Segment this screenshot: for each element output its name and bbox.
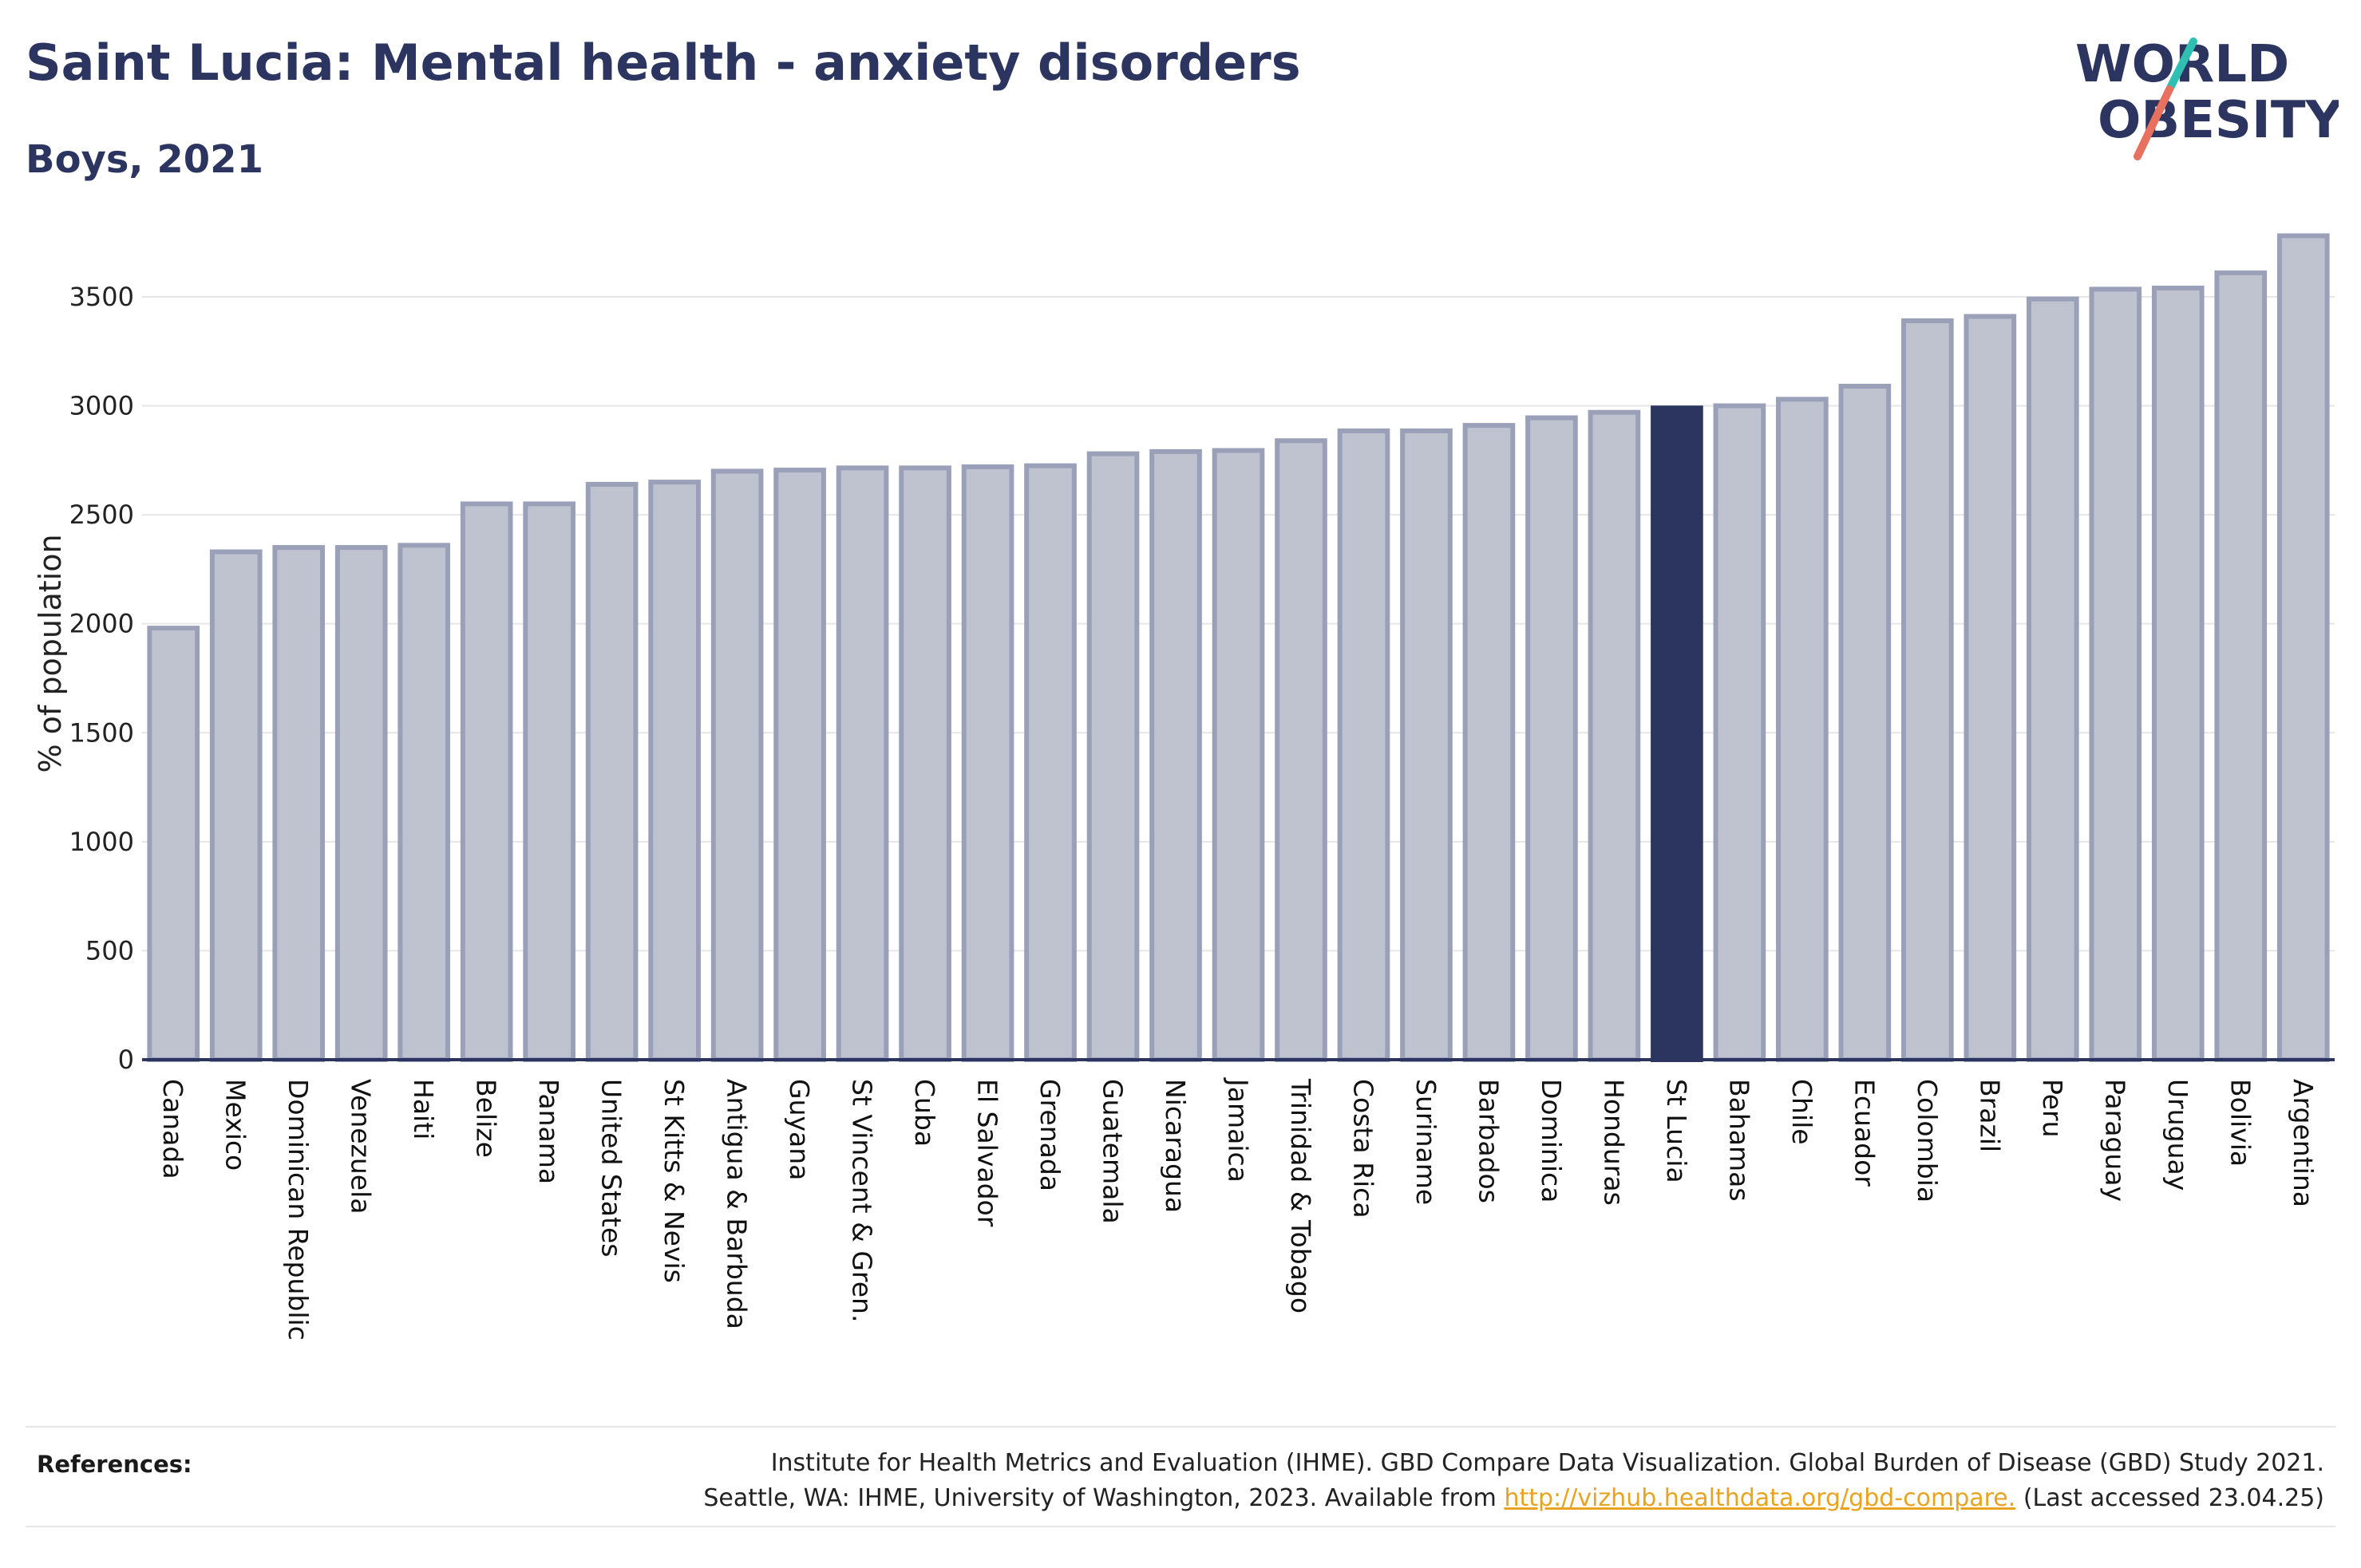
x-tick-label: El Salvador bbox=[972, 1079, 1003, 1227]
x-tick-label: Honduras bbox=[1598, 1079, 1629, 1206]
x-tick-label: Belize bbox=[471, 1079, 502, 1158]
y-tick-label: 1000 bbox=[69, 827, 134, 857]
bar bbox=[1086, 451, 1140, 1062]
x-tick-label: Barbados bbox=[1473, 1079, 1504, 1203]
y-tick-label: 2500 bbox=[69, 500, 134, 530]
bar-highlight bbox=[1651, 405, 1703, 1063]
bar bbox=[710, 468, 764, 1062]
x-tick-label: Nicaragua bbox=[1160, 1079, 1191, 1213]
y-tick-label: 2000 bbox=[69, 609, 134, 639]
bar bbox=[1275, 438, 1327, 1062]
logo-word-obesity: OBESITY bbox=[2098, 91, 2339, 150]
x-tick-label: Argentina bbox=[2288, 1079, 2319, 1207]
bar bbox=[147, 626, 200, 1062]
bar bbox=[1212, 448, 1265, 1062]
y-tick-label: 0 bbox=[118, 1045, 134, 1075]
references-line-2-prefix: Seattle, WA: IHME, University of Washing… bbox=[703, 1484, 1505, 1512]
references-link[interactable]: http://vizhub.healthdata.org/gbd-compare… bbox=[1504, 1484, 2016, 1512]
bar bbox=[460, 501, 513, 1062]
x-tick-label: Brazil bbox=[1974, 1079, 2005, 1152]
x-tick-label: Paraguay bbox=[2099, 1079, 2130, 1202]
x-tick-label: Costa Rica bbox=[1347, 1079, 1378, 1218]
logo-slash-teal bbox=[2165, 38, 2197, 93]
x-tick-label: Bahamas bbox=[1723, 1079, 1754, 1202]
bar bbox=[2276, 233, 2330, 1063]
x-tick-label: Dominica bbox=[1536, 1079, 1567, 1203]
y-axis-label: % of population bbox=[33, 534, 68, 772]
bar bbox=[334, 545, 388, 1062]
x-tick-label: Canada bbox=[157, 1079, 188, 1179]
chart-title: Saint Lucia: Mental health - anxiety dis… bbox=[26, 34, 1301, 92]
bar bbox=[773, 468, 826, 1062]
bar bbox=[1964, 314, 2017, 1063]
references-line-1: Institute for Health Metrics and Evaluat… bbox=[770, 1449, 2324, 1477]
x-tick-label: Colombia bbox=[1912, 1079, 1943, 1203]
references-line-2: Seattle, WA: IHME, University of Washing… bbox=[488, 1481, 2324, 1516]
references-line-2-suffix: (Last accessed 23.04.25) bbox=[2015, 1484, 2324, 1512]
bar bbox=[1024, 463, 1077, 1062]
bar bbox=[1337, 428, 1390, 1062]
x-tick-label: Cuba bbox=[909, 1079, 940, 1147]
x-tick-label: Jamaica bbox=[1223, 1077, 1254, 1183]
bar bbox=[961, 464, 1014, 1062]
x-tick-label: Grenada bbox=[1034, 1079, 1066, 1191]
x-tick-label: Dominican Republic bbox=[283, 1079, 314, 1341]
bar bbox=[1462, 423, 1516, 1062]
references-label: References: bbox=[37, 1451, 192, 1478]
x-tick-label: Ecuador bbox=[1849, 1079, 1880, 1187]
bar bbox=[1149, 448, 1202, 1062]
x-tick-label: Panama bbox=[533, 1079, 564, 1184]
x-tick-label: Bolivia bbox=[2225, 1079, 2256, 1167]
x-tick-label: Mexico bbox=[220, 1079, 251, 1171]
bar bbox=[2089, 286, 2142, 1062]
y-tick-label: 500 bbox=[85, 935, 134, 966]
x-tick-label: Haiti bbox=[408, 1079, 439, 1139]
x-tick-label: Guyana bbox=[784, 1079, 815, 1180]
references-top-divider bbox=[26, 1426, 2335, 1428]
references-bottom-divider bbox=[26, 1526, 2335, 1527]
bar bbox=[836, 465, 889, 1062]
bar bbox=[523, 501, 575, 1062]
bar bbox=[1901, 318, 1954, 1062]
x-tick-label: United States bbox=[596, 1079, 627, 1257]
x-tick-label: Antigua & Barbuda bbox=[722, 1079, 753, 1329]
bar bbox=[209, 549, 263, 1062]
y-tick-label: 3000 bbox=[69, 391, 134, 421]
x-tick-label: Venezuela bbox=[346, 1079, 377, 1214]
bar bbox=[1400, 428, 1453, 1062]
bar bbox=[1776, 397, 1829, 1062]
bar bbox=[397, 543, 451, 1062]
x-tick-label: St Vincent & Gren. bbox=[847, 1079, 878, 1322]
x-tick-label: St Kitts & Nevis bbox=[658, 1079, 690, 1283]
x-tick-label: Peru bbox=[2037, 1079, 2068, 1138]
x-tick-label: Uruguay bbox=[2162, 1079, 2193, 1191]
bar bbox=[1713, 403, 1766, 1062]
bar bbox=[2214, 270, 2268, 1062]
bar bbox=[1525, 415, 1578, 1062]
bar bbox=[1588, 409, 1641, 1062]
x-tick-label: Chile bbox=[1786, 1079, 1817, 1145]
x-tick-label: Trinidad & Tobago bbox=[1285, 1078, 1316, 1313]
bar bbox=[2151, 286, 2205, 1062]
x-tick-label: Guatemala bbox=[1097, 1079, 1129, 1224]
x-tick-label: St Lucia bbox=[1661, 1079, 1692, 1183]
bar bbox=[585, 481, 639, 1062]
bar bbox=[648, 480, 701, 1062]
y-tick-label: 3500 bbox=[69, 282, 134, 312]
bar bbox=[1838, 383, 1892, 1063]
y-tick-label: 1500 bbox=[69, 717, 134, 748]
logo-slash-coral bbox=[2134, 85, 2173, 160]
chart-subtitle: Boys, 2021 bbox=[26, 137, 263, 182]
references-text: Institute for Health Metrics and Evaluat… bbox=[488, 1446, 2324, 1516]
world-obesity-logo: WORLD OBESITY bbox=[2075, 35, 2339, 160]
x-tick-label: Suriname bbox=[1410, 1079, 1442, 1205]
bar bbox=[272, 545, 326, 1062]
bar bbox=[899, 465, 951, 1062]
bar bbox=[2026, 296, 2079, 1062]
bar-chart: 0 500 1000 1500 2000 2500 3000 3500 % of populat… bbox=[33, 233, 2335, 1341]
